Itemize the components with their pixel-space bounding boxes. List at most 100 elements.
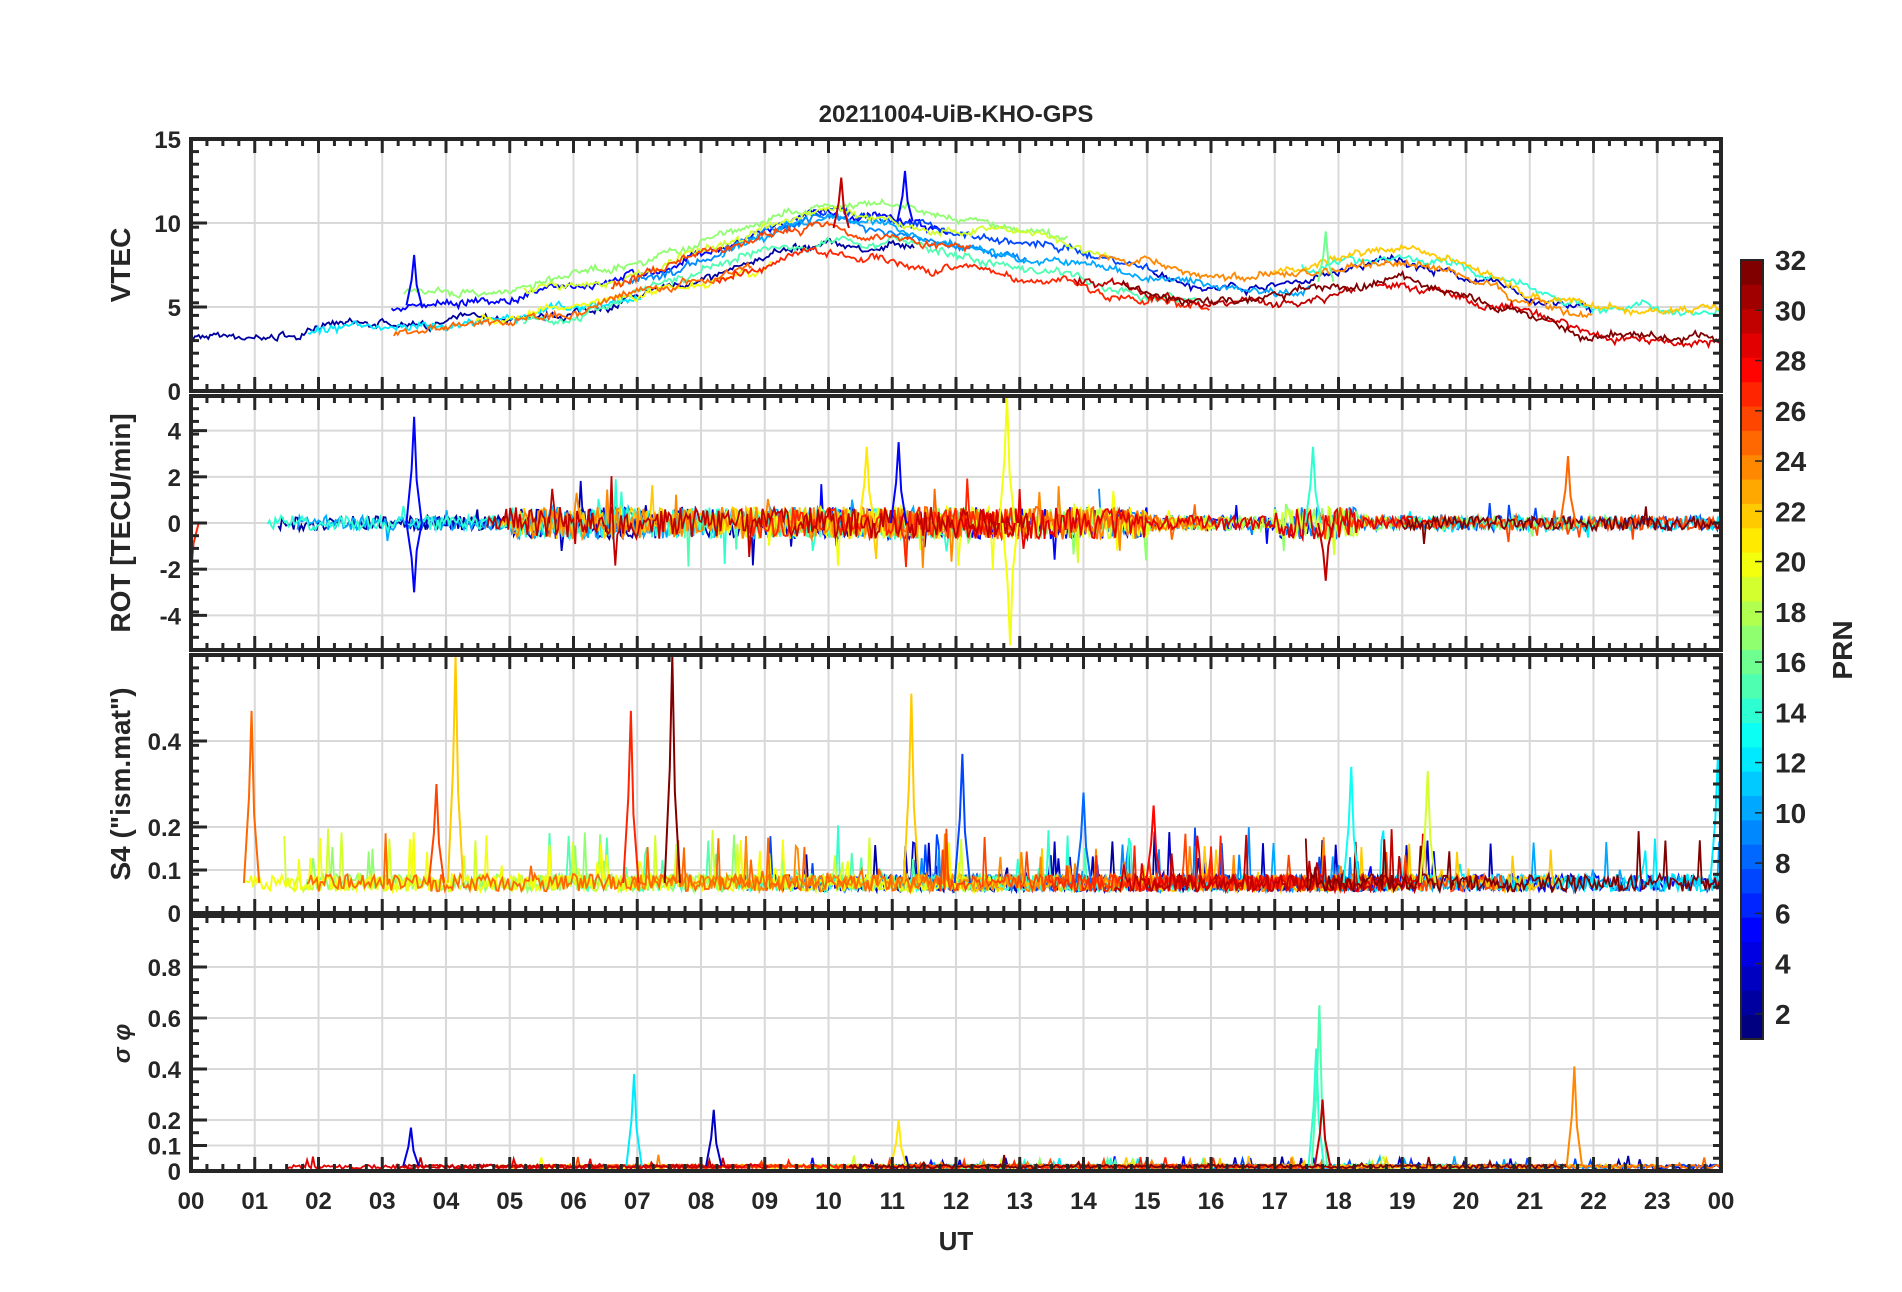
spike-prn-5 <box>405 416 423 524</box>
x-tick-label: 12 <box>943 1188 970 1215</box>
colorbar-tick-label: 24 <box>1775 446 1807 477</box>
colorbar-segment <box>1741 576 1763 602</box>
x-tick-label: 05 <box>496 1188 523 1215</box>
spike-prn-27 <box>622 710 640 883</box>
x-tick-label: 13 <box>1006 1188 1033 1215</box>
axes-box <box>189 653 1723 915</box>
prn-trace-2 <box>191 237 915 342</box>
colorbar-segment <box>1741 917 1763 943</box>
y-tick-label: 0.1 <box>148 1134 181 1161</box>
x-tick-label: 01 <box>241 1188 268 1215</box>
spike-prn-20 <box>1001 522 1019 646</box>
prn-trace-24 <box>1098 254 1593 319</box>
colorbar-tick-label: 14 <box>1775 697 1807 728</box>
colorbar-segment <box>1741 503 1763 529</box>
colorbar-segment <box>1741 771 1763 797</box>
x-tick-label: 02 <box>305 1188 332 1215</box>
panel-2: 0 0.1 0.2 0.4 S4 ("ism.mat") <box>105 653 1723 928</box>
spike-prn-12 <box>625 1074 643 1167</box>
y-tick-label: 5 <box>168 295 181 322</box>
axes-box <box>189 914 1723 1173</box>
prn-trace-32 <box>1120 269 1721 346</box>
colorbar-segment <box>1741 381 1763 407</box>
spike-prn-14 <box>1304 446 1322 524</box>
spike-prn-21 <box>858 446 876 524</box>
x-tick-label: 15 <box>1134 1188 1161 1215</box>
y-tick-label: -4 <box>160 603 182 630</box>
colorbar-tick-label: 16 <box>1775 647 1806 678</box>
x-tick-label: 23 <box>1644 1188 1671 1215</box>
prn-trace-17 <box>403 197 1069 299</box>
colorbar-segment <box>1741 746 1763 772</box>
spike-prn-21 <box>889 1119 908 1167</box>
x-tick-label: 17 <box>1261 1188 1288 1215</box>
spike-prn-5 <box>896 170 914 222</box>
x-tick-label: 08 <box>688 1188 715 1215</box>
colorbar-tick-label: 2 <box>1775 999 1791 1030</box>
colorbar-tick-label: 10 <box>1775 798 1806 829</box>
spike-prn-24 <box>1565 1066 1584 1167</box>
spike-prn-5 <box>405 254 423 306</box>
colorbar-segment <box>1741 527 1763 553</box>
spike-prn-13 <box>1342 766 1360 884</box>
y-tick-label: 0.8 <box>148 955 181 982</box>
spike-prn-8 <box>1074 792 1093 884</box>
prn-trace-22 <box>1272 243 1721 317</box>
colorbar-segment <box>1741 698 1763 724</box>
x-tick-label: 10 <box>815 1188 842 1215</box>
spike-prn-25 <box>1559 455 1577 524</box>
colorbar-segment <box>1741 430 1763 456</box>
colorbar-tick-label: 8 <box>1775 848 1791 879</box>
colorbar-tick-label: 30 <box>1775 295 1806 326</box>
y-tick-label: 0.6 <box>148 1006 181 1033</box>
y-tick-label: 0 <box>168 901 181 928</box>
y-tick-label: 0.4 <box>148 729 182 756</box>
colorbar-segment <box>1741 941 1763 967</box>
spike-prn-3 <box>705 1109 723 1167</box>
panel-1: -4 -2 0 2 4 ROT [TECU/min] <box>105 394 1723 652</box>
colorbar-segment <box>1741 625 1763 650</box>
colorbar-segment <box>1741 965 1763 991</box>
colorbar-segment <box>1741 406 1763 431</box>
panel-0: 0 5 10 15 VTEC <box>105 127 1723 406</box>
y-tick-label: -2 <box>160 557 181 584</box>
y-tick-label: 0.1 <box>148 858 181 885</box>
x-tick-label: 18 <box>1325 1188 1352 1215</box>
spike-prn-19 <box>1419 771 1437 884</box>
prn-trace-30 <box>395 1156 732 1171</box>
colorbar-tick-label: 32 <box>1775 245 1806 276</box>
spike-prn-25 <box>242 710 261 883</box>
y-tick-label: 0 <box>168 379 181 406</box>
colorbar-segment <box>1741 357 1763 383</box>
x-tick-label: 03 <box>369 1188 396 1215</box>
y-tick-label: 10 <box>154 211 181 238</box>
colorbar-label: PRN <box>1827 620 1858 679</box>
colorbar-tick-label: 26 <box>1775 396 1806 427</box>
y-tick-label: 0.2 <box>148 815 181 842</box>
prn-trace-27 <box>746 478 1014 568</box>
prn-trace-10 <box>721 213 1312 298</box>
spike-prn-30 <box>1317 522 1335 581</box>
colorbar-segment <box>1741 892 1763 918</box>
colorbar-segment <box>1741 819 1763 845</box>
prn-trace-30 <box>1113 829 1418 895</box>
spike-prn-22 <box>902 693 921 883</box>
y-tick-label: 0.2 <box>148 1108 181 1135</box>
x-tick-label: 06 <box>560 1188 587 1215</box>
x-tick-label: 11 <box>880 1188 905 1215</box>
x-tick-label: 16 <box>1198 1188 1225 1215</box>
prn-trace-26 <box>610 220 972 290</box>
panel-3: 00.10.2 0.4 0.6 0.8 σ φ <box>109 914 1723 1186</box>
spike-prn-26 <box>427 783 446 884</box>
colorbar-segment <box>1741 454 1763 480</box>
x-tick-label: 09 <box>751 1188 778 1215</box>
spike-prn-7 <box>953 753 972 883</box>
y-tick-label: 0 <box>168 1159 181 1186</box>
colorbar-segment <box>1741 673 1763 699</box>
x-tick-label: 14 <box>1070 1188 1097 1215</box>
colorbar-segment <box>1741 990 1763 1016</box>
y-tick-label: 2 <box>168 465 181 492</box>
colorbar-tick-label: 6 <box>1775 898 1791 929</box>
